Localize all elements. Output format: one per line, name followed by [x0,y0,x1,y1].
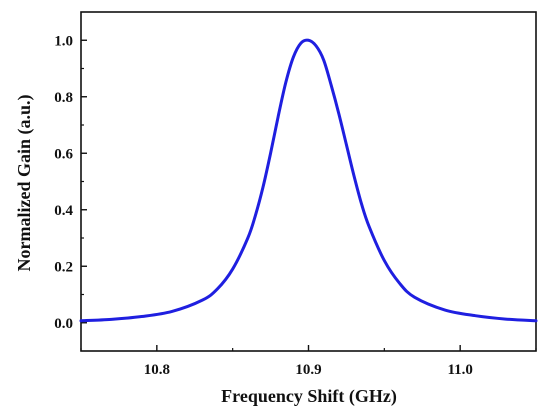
x-tick-label: 11.0 [447,362,472,378]
y-tick-label: 0.4 [54,203,73,219]
x-axis-ticks: 10.8 10.9 11.0 [80,345,537,378]
y-axis-label: Normalized Gain (a.u.) [14,95,35,272]
y-tick-label: 0.2 [54,259,73,275]
y-tick-label: 0.6 [54,146,73,162]
y-tick-label: 0.8 [54,90,73,106]
plot-frame [80,11,537,352]
y-tick-label: 0.0 [54,316,73,332]
x-tick-label: 10.8 [144,362,170,378]
plot-border [80,11,537,352]
gain-curve-line [79,38,538,323]
x-tick-label: 10.9 [295,362,321,378]
y-tick-label: 1.0 [54,33,73,49]
y-axis-ticks: 0.0 0.2 0.4 0.6 0.8 1.0 [54,33,87,332]
x-axis-label: Frequency Shift (GHz) [221,386,397,407]
series-layer [79,38,538,323]
